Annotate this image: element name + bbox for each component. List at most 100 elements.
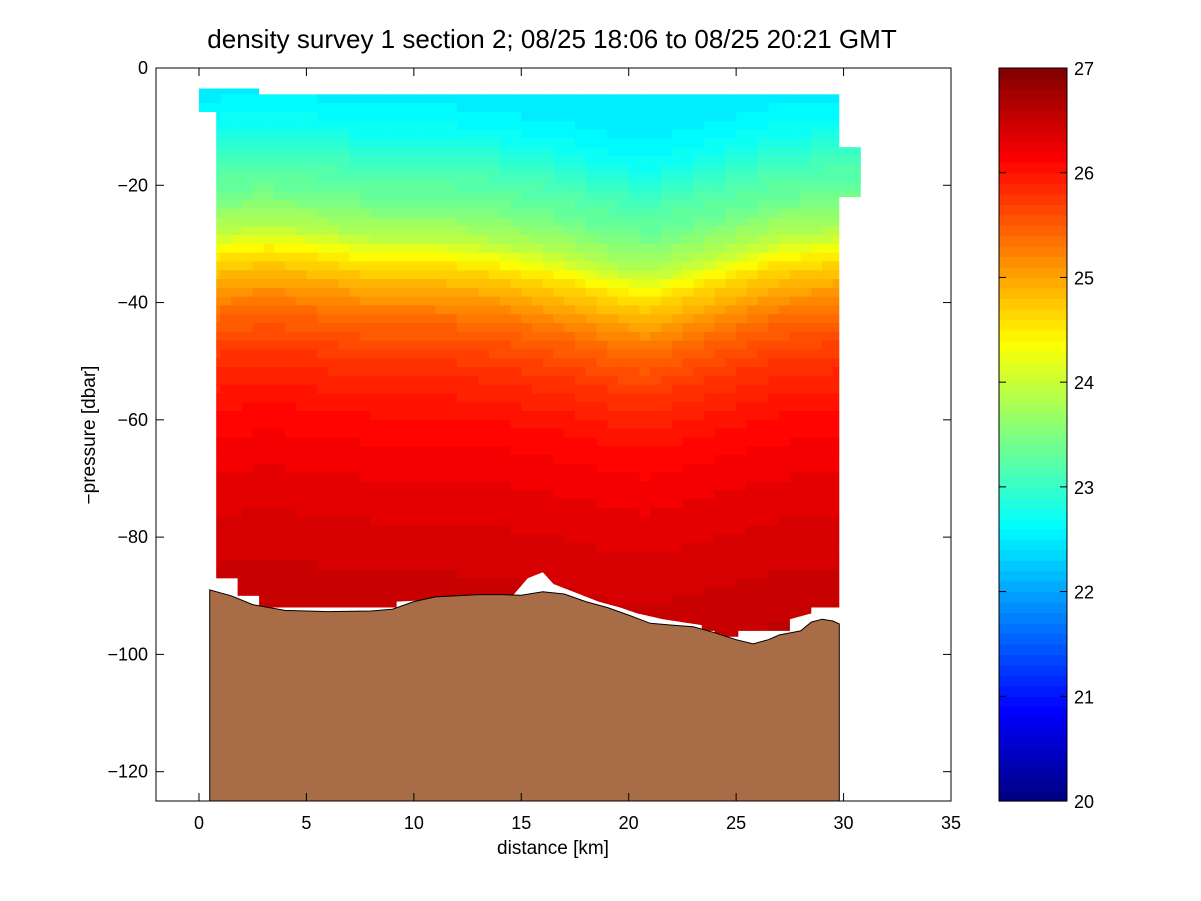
density-cell [263,287,275,298]
density-cell [532,94,544,104]
density-cell [241,111,254,122]
density-cell [317,279,329,289]
density-cell [478,252,490,263]
density-cell [360,542,372,553]
density-cell [306,481,318,491]
density-cell [596,437,608,447]
density-cell [521,111,533,122]
density-cell [542,349,555,359]
density-cell [241,208,254,219]
density-cell [671,569,684,579]
density-cell [779,375,791,386]
colorbar-band [999,570,1067,582]
density-cell [295,499,307,509]
density-cell [564,375,576,386]
density-cell [671,349,684,359]
density-cell [231,349,243,359]
density-cell [542,331,555,342]
density-cell [370,252,383,263]
density-cell [757,138,769,148]
density-cell [456,419,469,430]
density-cell [596,155,608,166]
density-cell [553,323,565,333]
density-cell [660,296,673,307]
density-cell [822,551,834,562]
density-cell [789,340,802,351]
density-cell [274,358,286,368]
density-cell [478,270,490,280]
density-cell [252,111,265,122]
density-cell [628,147,641,157]
density-cell [413,129,426,139]
density-cell [360,314,372,324]
density-cell [263,393,275,403]
density-cell [736,455,748,465]
density-cell [639,279,651,289]
density-cell [424,217,436,227]
density-cell [403,586,415,597]
density-cell [392,305,404,315]
density-cell [252,129,265,139]
density-cell [360,375,372,386]
density-cell [789,463,802,474]
density-cell [435,111,447,122]
density-cell [628,516,641,526]
density-cell [510,340,522,351]
density-cell [607,103,619,113]
density-cell [370,534,383,544]
density-cell [295,340,307,351]
density-cell [392,472,404,483]
density-cell [650,481,662,491]
density-cell [467,164,479,175]
density-cell [650,323,662,333]
colorbar-band [999,790,1067,802]
density-cell [822,103,834,113]
density-cell [779,191,791,201]
density-cell [435,419,447,430]
density-cell [381,235,393,245]
density-cell [553,252,565,263]
density-cell [789,164,802,175]
density-cell [757,199,769,210]
density-cell [596,340,608,351]
density-cell [746,129,759,139]
density-cell [693,173,705,183]
density-cell [231,155,243,166]
density-cell [424,252,436,263]
density-cell [639,252,651,263]
density-cell [779,578,791,588]
density-cell [585,103,598,113]
density-cell [832,490,845,500]
density-cell [746,147,759,157]
density-cell [413,481,426,491]
density-cell [220,261,232,271]
density-cell [574,208,587,219]
density-cell [725,287,737,298]
density-cell [467,94,479,104]
density-cell [252,270,265,280]
density-cell [338,419,350,430]
density-cell [403,103,415,113]
density-cell [338,111,350,122]
density-cell [682,534,694,544]
y-tick-label: −80 [117,527,148,547]
density-cell [435,569,447,579]
density-cell [510,367,522,377]
density-cell [703,111,716,122]
density-cell [811,419,823,430]
density-cell [607,402,619,412]
density-cell [671,199,684,210]
density-cell [617,164,630,175]
density-cell [639,455,651,465]
density-cell [327,191,340,201]
density-cell [403,481,415,491]
density-cell [682,367,694,377]
density-cell [682,155,694,166]
density-cell [231,507,243,518]
density-cell [800,226,812,236]
density-cell [284,525,297,535]
density-cell [607,569,619,579]
density-cell [435,270,447,280]
density-cell [564,323,576,333]
density-cell [456,542,469,553]
